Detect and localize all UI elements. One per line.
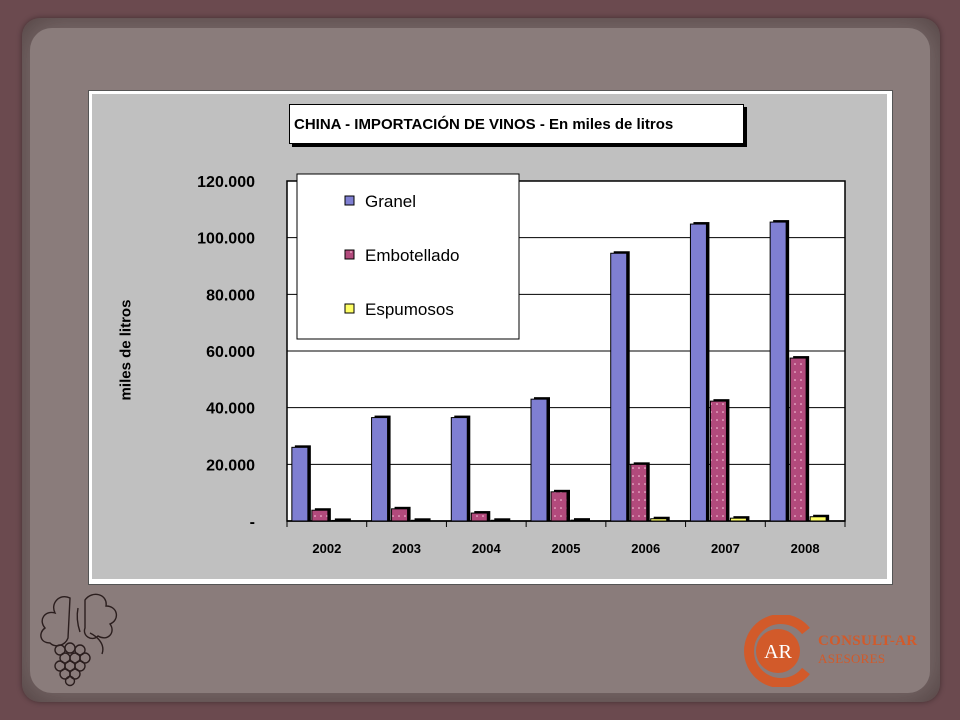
x-tick-label: 2005 [552, 541, 581, 556]
bar [729, 517, 747, 522]
bar [411, 519, 429, 522]
y-tick-label: 120.000 [197, 174, 255, 191]
bar [809, 516, 827, 522]
bar [650, 518, 668, 522]
x-tick-label: 2004 [472, 541, 502, 556]
bar [311, 509, 329, 522]
y-axis-label: miles de litros [117, 299, 135, 401]
bar [630, 463, 648, 522]
consult-ar-line2: ASESORES [818, 651, 886, 666]
bar [490, 519, 508, 522]
bar [371, 417, 389, 522]
x-tick-label: 2002 [312, 541, 341, 556]
y-tick-label: - [250, 514, 255, 531]
legend-swatch [344, 195, 355, 206]
bar-shadow [494, 518, 511, 521]
bar [689, 223, 707, 522]
legend-label: Espumosos [365, 300, 454, 319]
x-tick-label: 2006 [631, 541, 660, 556]
logo-mark-text: AR [764, 641, 792, 663]
bar [391, 508, 409, 522]
legend-box [296, 173, 520, 340]
consult-ar-line1: CONSULT-AR [818, 633, 918, 649]
bar-shadow [414, 518, 431, 521]
y-tick-label: 100.000 [197, 231, 255, 248]
bar [709, 400, 727, 522]
y-tick-label: 80.000 [206, 287, 255, 304]
bar [331, 519, 349, 522]
bar [610, 252, 628, 522]
bar [769, 221, 787, 522]
x-tick-label: 2003 [392, 541, 421, 556]
consult-ar-wordmark: CONSULT-AR ASESORES [818, 633, 917, 667]
legend-swatch [344, 249, 355, 260]
bar [550, 491, 568, 522]
y-tick-label: 60.000 [206, 344, 255, 361]
bar [291, 446, 309, 522]
bar [470, 512, 488, 522]
bar-shadow [574, 518, 590, 521]
bar [570, 519, 588, 522]
legend-label: Embotellado [365, 246, 460, 265]
bar [789, 357, 807, 522]
y-tick-label: 40.000 [206, 401, 255, 418]
grape-icon [40, 593, 117, 687]
bar-shadow [334, 518, 351, 521]
y-tick-label: 20.000 [206, 457, 255, 474]
x-tick-label: 2008 [791, 541, 820, 556]
legend-label: Granel [365, 192, 416, 211]
x-tick-label: 2007 [711, 541, 740, 556]
legend-swatch [344, 303, 355, 314]
consult-ar-logo-icon: AR [744, 615, 810, 687]
bar [450, 417, 468, 522]
chart-title: CHINA - IMPORTACIÓN DE VINOS - En miles … [289, 104, 744, 144]
bar [530, 398, 548, 522]
